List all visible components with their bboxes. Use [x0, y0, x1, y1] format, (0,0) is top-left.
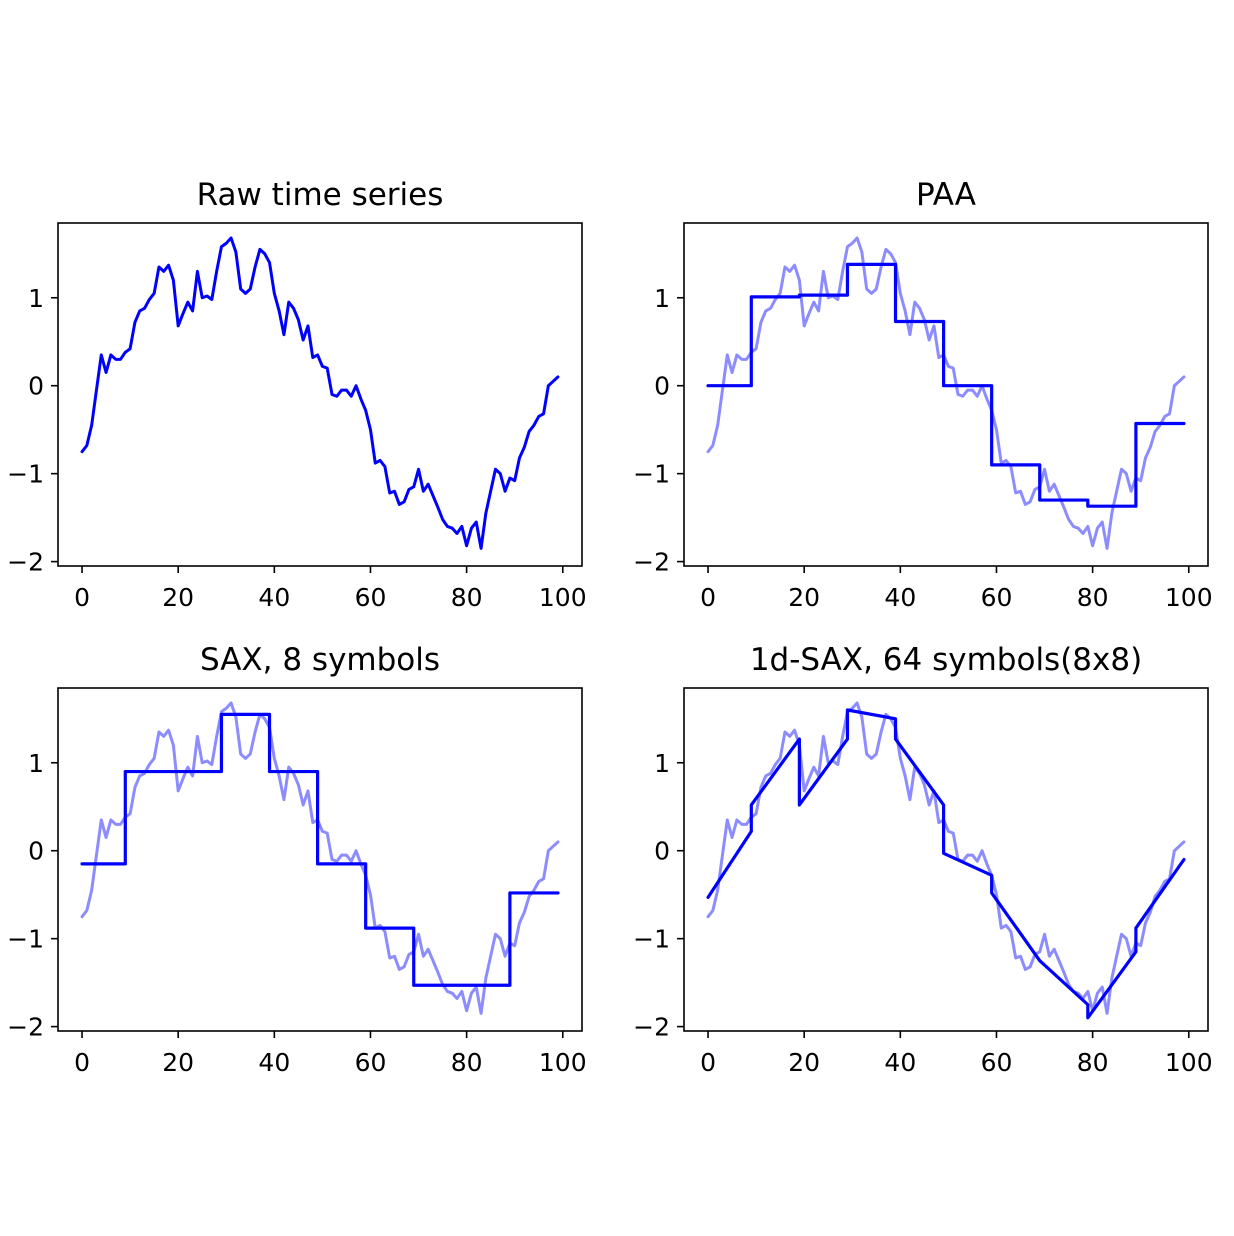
- panel-title: 1d-SAX, 64 symbols(8x8): [750, 642, 1142, 678]
- y-tick-label: 0: [28, 372, 44, 401]
- x-tick-label: 80: [1077, 1048, 1109, 1077]
- x-tick-label: 20: [788, 1048, 820, 1077]
- y-tick-label: −1: [7, 460, 44, 489]
- plot-area: 0 20 40 60 80 100 −2 −1 0 1: [7, 687, 587, 1077]
- x-tick-label: 100: [1165, 583, 1213, 612]
- panel-title: PAA: [916, 177, 976, 213]
- y-tick-label: −2: [7, 548, 44, 577]
- panel-sax-8-symbols: SAX, 8 symbols 0 20 40 60 80 100 −2 −1 0 1: [7, 642, 586, 1077]
- raw-series-line: [706, 701, 1186, 1015]
- approximation-line: [80, 712, 560, 987]
- axes-frame: [683, 222, 1209, 567]
- y-tick-label: 0: [654, 837, 670, 866]
- x-tick-label: 20: [788, 583, 820, 612]
- approximation-line: [706, 708, 1186, 1020]
- y-tick-label: −1: [633, 925, 670, 954]
- series-layer: [706, 701, 1186, 1020]
- x-tick-label: 60: [981, 1048, 1013, 1077]
- y-tick-label: 1: [28, 284, 44, 313]
- y-tick-label: −2: [633, 1013, 670, 1042]
- y-tick-label: 1: [28, 749, 44, 778]
- x-tick-label: 40: [884, 583, 916, 612]
- panel-title: Raw time series: [197, 177, 444, 213]
- x-tick-label: 40: [258, 1048, 290, 1077]
- x-tick-label: 0: [700, 1048, 716, 1077]
- series-layer: [80, 236, 560, 550]
- series-layer: [706, 236, 1186, 550]
- panel-paa: PAA 0 20 40 60 80 100 −2 −1 0 1: [633, 177, 1212, 612]
- raw-series-line: [80, 701, 560, 1015]
- plot-area: 0 20 40 60 80 100 −2 −1 0 1: [7, 222, 587, 612]
- x-tick-label: 40: [884, 1048, 916, 1077]
- x-tick-label: 100: [539, 1048, 587, 1077]
- raw-series-line: [706, 236, 1186, 550]
- y-tick-label: −1: [633, 460, 670, 489]
- x-tick-label: 20: [162, 1048, 194, 1077]
- x-tick-label: 60: [981, 583, 1013, 612]
- approximation-line: [706, 262, 1186, 508]
- series-layer: [80, 701, 560, 1015]
- axes-frame: [57, 222, 583, 567]
- panel-1d-sax-64-symbols: 1d-SAX, 64 symbols(8x8) 0 20 40 60 80 100 −2 −1…: [633, 642, 1212, 1077]
- axes-frame: [57, 687, 583, 1032]
- x-tick-label: 60: [355, 583, 387, 612]
- y-tick-label: 1: [654, 749, 670, 778]
- axes-frame: [683, 687, 1209, 1032]
- x-tick-label: 40: [258, 583, 290, 612]
- y-tick-label: −1: [7, 925, 44, 954]
- x-tick-label: 80: [451, 583, 483, 612]
- raw-series-line: [80, 236, 560, 550]
- x-tick-label: 80: [1077, 583, 1109, 612]
- plot-area: 0 20 40 60 80 100 −2 −1 0 1: [633, 687, 1213, 1077]
- panel-title: SAX, 8 symbols: [200, 642, 440, 678]
- y-tick-label: 0: [654, 372, 670, 401]
- plot-area: 0 20 40 60 80 100 −2 −1 0 1: [633, 222, 1213, 612]
- x-tick-label: 0: [74, 583, 90, 612]
- panel-raw-time-series: Raw time series 0 20 40 60 80 100 −2 −1 0 1: [7, 177, 586, 612]
- x-tick-label: 0: [700, 583, 716, 612]
- y-tick-label: −2: [7, 1013, 44, 1042]
- y-tick-label: 1: [654, 284, 670, 313]
- y-tick-label: −2: [633, 548, 670, 577]
- x-tick-label: 20: [162, 583, 194, 612]
- y-tick-label: 0: [28, 837, 44, 866]
- x-tick-label: 100: [1165, 1048, 1213, 1077]
- x-tick-label: 0: [74, 1048, 90, 1077]
- x-tick-label: 60: [355, 1048, 387, 1077]
- x-tick-label: 100: [539, 583, 587, 612]
- x-tick-label: 80: [451, 1048, 483, 1077]
